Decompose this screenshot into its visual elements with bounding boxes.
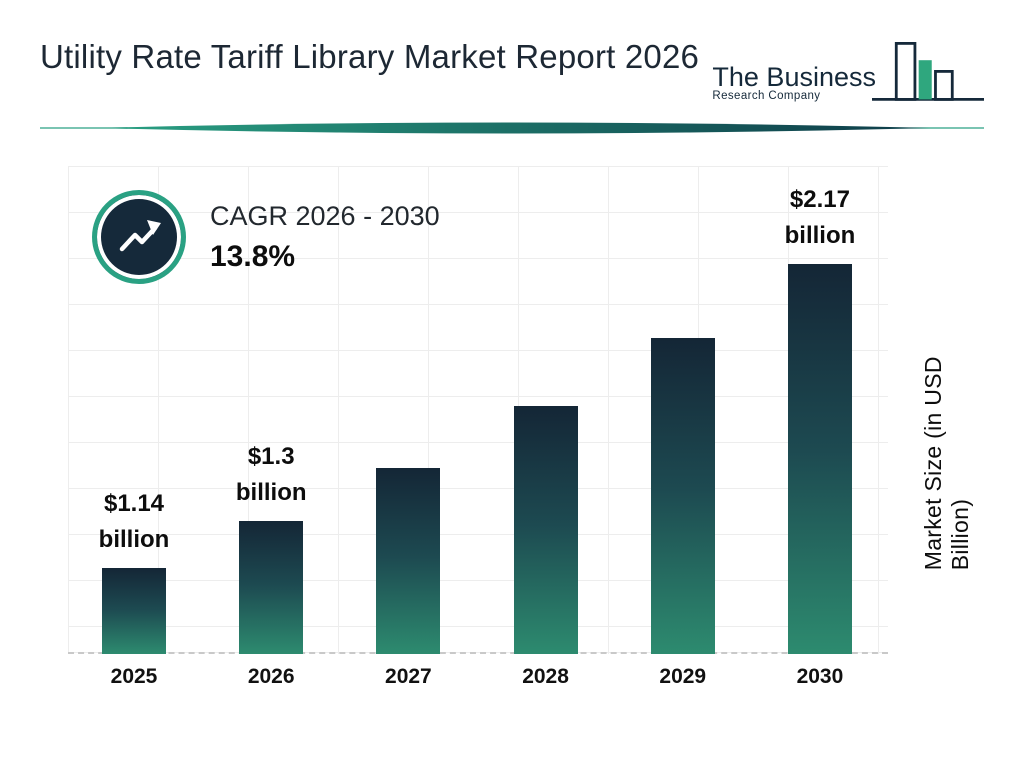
bar-2030 xyxy=(787,264,852,654)
bar-2025 xyxy=(102,568,166,654)
bar-column-2030: $2.17 billion 2030 xyxy=(756,182,884,700)
header-divider xyxy=(40,122,984,134)
bar-2029 xyxy=(650,338,715,654)
bar-column-2029: 2029 xyxy=(619,328,747,700)
x-tick-2025: 2025 xyxy=(110,665,158,688)
x-tick-2027: 2027 xyxy=(385,665,432,688)
bar-2027 xyxy=(376,468,441,654)
cagr-period-label: CAGR 2026 - 2030 xyxy=(210,200,440,231)
logo-company-name: The Business xyxy=(712,62,876,92)
bar-column-2025: $1.14 billion 2025 xyxy=(70,486,198,700)
bar-2026 xyxy=(239,521,304,654)
cagr-text: CAGR 2026 - 2030 13.8% xyxy=(210,201,440,274)
cagr-value: 13.8% xyxy=(210,239,296,273)
x-tick-2030: 2030 xyxy=(796,665,844,688)
x-tick-2026: 2026 xyxy=(247,665,295,688)
company-logo: The Business Research Company xyxy=(712,38,984,116)
cagr-callout: CAGR 2026 - 2030 13.8% xyxy=(92,190,440,284)
bar-column-2026: $1.3 billion 2026 xyxy=(207,439,335,700)
gridlines xyxy=(68,166,888,654)
bar-column-2028: 2028 xyxy=(482,396,610,700)
bar-chart: $1.14 billion 2025 $1.3 billion 2026 202… xyxy=(70,138,884,700)
bar-2028 xyxy=(513,406,578,654)
y-axis-label: Market Size (in USD Billion) xyxy=(920,356,973,571)
header: Utility Rate Tariff Library Market Repor… xyxy=(40,22,984,116)
bar-value-label-2026: $1.3 billion xyxy=(235,443,307,506)
page-title: Utility Rate Tariff Library Market Repor… xyxy=(40,38,700,75)
logo-company-subname: Research Company xyxy=(712,90,821,102)
chart-area: CAGR 2026 - 2030 13.8% $1.14 billion 202… xyxy=(40,138,984,700)
bar-value-label-2025: $1.14 billion xyxy=(98,490,170,553)
bar-column-2027: 2027 xyxy=(344,458,472,700)
x-tick-2028: 2028 xyxy=(522,665,569,688)
logo-text: The Business Research Company xyxy=(712,62,876,102)
bar-value-label-2030: $2.17 billion xyxy=(784,186,856,249)
trend-up-icon xyxy=(92,190,186,284)
bar-chart-logo-icon xyxy=(872,42,984,101)
x-tick-2029: 2029 xyxy=(659,665,707,688)
